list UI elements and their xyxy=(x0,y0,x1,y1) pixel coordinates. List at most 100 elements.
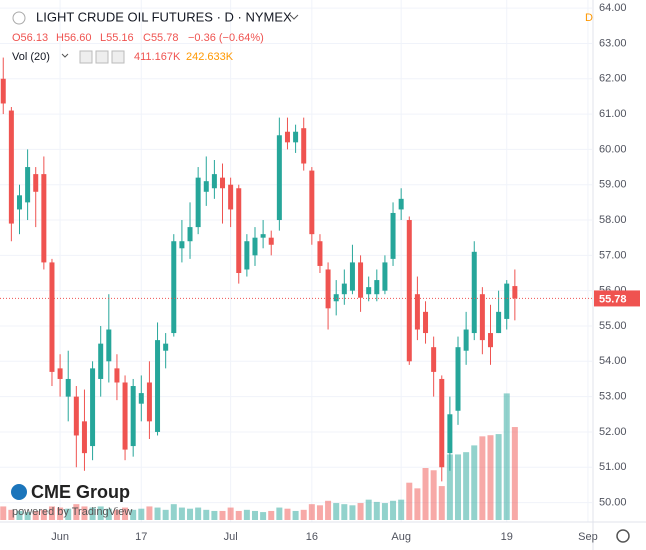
logo-globe xyxy=(11,484,27,500)
volume-bar xyxy=(260,512,267,520)
candle-body xyxy=(73,396,79,436)
settings[interactable] xyxy=(616,529,630,543)
volume-bar xyxy=(341,504,348,520)
ohlc-high: H56.60 xyxy=(56,32,91,44)
candle-body xyxy=(341,283,347,295)
axes: 50.0051.0052.0053.0054.0055.0056.0057.00… xyxy=(0,2,640,543)
last-price-label: 55.78 xyxy=(599,293,627,305)
logo-text: CME Group xyxy=(31,482,130,502)
y-tick-label: 52.00 xyxy=(599,426,627,438)
candle-body xyxy=(228,184,234,210)
volume-bar xyxy=(203,509,210,520)
volume-bar xyxy=(349,505,356,520)
y-tick-label: 55.00 xyxy=(599,320,627,332)
x-tick-label: 19 xyxy=(501,531,513,543)
volume-bar xyxy=(284,508,291,520)
candle-body xyxy=(431,347,437,372)
volume-bar xyxy=(235,510,242,520)
candle-body xyxy=(155,340,161,432)
candle-body xyxy=(252,237,258,256)
volume-bar xyxy=(154,507,161,520)
volume-bar xyxy=(381,503,388,520)
volume-bar xyxy=(479,436,486,520)
candle-body xyxy=(374,280,380,295)
candle-body xyxy=(504,283,510,319)
volume-bar xyxy=(316,505,323,520)
candle-body xyxy=(447,414,453,454)
volume-bar xyxy=(430,470,437,520)
candle-body xyxy=(349,262,355,291)
candle-body xyxy=(406,220,412,362)
volume-layer xyxy=(0,393,518,520)
candle-body xyxy=(171,241,177,334)
volume-bar xyxy=(300,509,307,520)
volume-bar xyxy=(40,509,47,520)
volume-bar xyxy=(414,488,421,520)
x-tick-label: 17 xyxy=(135,531,147,543)
candle-body xyxy=(463,329,469,351)
volume-bar xyxy=(511,427,518,520)
candle-body xyxy=(33,174,39,192)
volume-bar xyxy=(0,506,7,520)
candle-body xyxy=(146,382,152,422)
candle-body xyxy=(244,241,250,270)
volume-bar xyxy=(422,468,429,520)
x-tick-label: Sep xyxy=(578,531,598,543)
volume-bar xyxy=(219,510,226,520)
volume-bar xyxy=(487,435,494,520)
volume-bar xyxy=(268,510,275,520)
volume-bar xyxy=(406,482,413,520)
logo: CME Group powered by TradingView xyxy=(11,482,132,518)
y-tick-label: 53.00 xyxy=(599,391,627,403)
close-icon[interactable] xyxy=(111,50,125,64)
volume-bar xyxy=(503,393,510,520)
volume-bar xyxy=(227,507,234,520)
volume-bar xyxy=(325,500,332,520)
candle-body xyxy=(236,188,242,274)
volume-bar xyxy=(243,509,250,520)
candle-body xyxy=(512,286,518,299)
chevron[interactable] xyxy=(61,53,69,58)
candle-body xyxy=(163,343,169,351)
interval: D xyxy=(585,12,593,24)
volume-bar xyxy=(195,507,202,520)
last-price-box xyxy=(594,290,640,307)
volume-bar xyxy=(455,454,462,520)
volume-bar xyxy=(122,507,129,520)
candle-body xyxy=(114,368,120,383)
x-tick-label: Jun xyxy=(51,531,69,543)
candle-body xyxy=(57,368,63,379)
volume-bar xyxy=(8,509,15,520)
candle-body xyxy=(25,167,31,203)
volume-bar xyxy=(113,509,120,520)
candle-body xyxy=(195,177,201,228)
symbol-icon xyxy=(12,11,26,25)
volume-bar xyxy=(48,506,55,520)
candle-body xyxy=(187,227,193,242)
candle-body xyxy=(49,262,55,372)
candle-body xyxy=(106,329,112,362)
volume-bar xyxy=(32,510,39,520)
candle-body xyxy=(423,311,429,334)
powered-by: powered by TradingView xyxy=(12,506,132,518)
chevron[interactable] xyxy=(289,14,299,20)
volume-bar xyxy=(89,507,96,520)
volume-bar xyxy=(130,509,137,520)
y-tick-label: 63.00 xyxy=(599,37,627,49)
volume-bar xyxy=(463,452,470,520)
candle-body xyxy=(203,181,209,192)
eye-icon[interactable] xyxy=(79,50,93,64)
gear-icon[interactable] xyxy=(616,529,630,543)
candle-body xyxy=(268,237,274,245)
candle-body xyxy=(414,294,420,330)
settings-icon[interactable] xyxy=(95,50,109,64)
volume-bar xyxy=(146,506,153,520)
volume-bar xyxy=(211,510,218,520)
candle-body xyxy=(138,393,144,404)
candle-body xyxy=(98,343,104,379)
candle-body xyxy=(179,241,185,249)
volume-bar xyxy=(97,506,104,520)
candle-body xyxy=(317,241,323,266)
candle-body xyxy=(211,174,217,189)
